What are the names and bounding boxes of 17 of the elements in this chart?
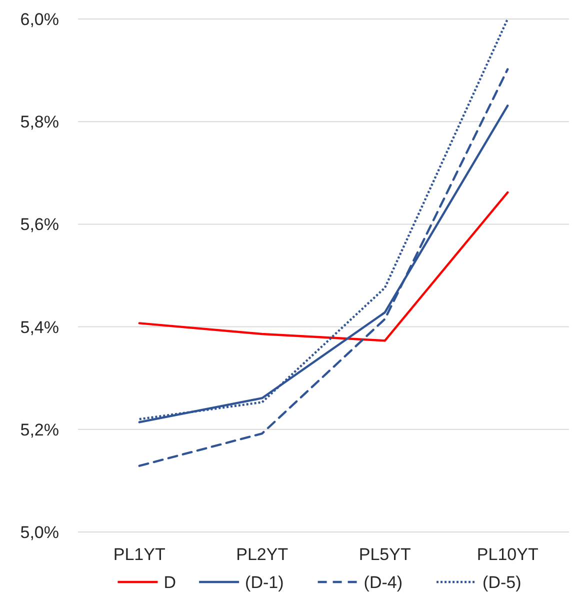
line-series <box>138 191 509 342</box>
legend-label: (D-4) <box>364 572 403 592</box>
line-series <box>138 18 509 420</box>
y-tick-label: 5,8% <box>20 112 59 132</box>
legend-label: D <box>164 572 176 592</box>
line-series <box>138 68 509 467</box>
x-tick-label: PL5YT <box>358 545 411 564</box>
x-tick-label: PL10YT <box>476 545 538 564</box>
legend-label: (D-5) <box>482 572 522 592</box>
y-tick-label: 5,2% <box>20 420 59 440</box>
y-tick-label: 5,4% <box>20 318 59 337</box>
y-tick-label: 5,0% <box>20 522 59 542</box>
x-tick-label: PL2YT <box>236 545 288 564</box>
x-tick-label: PL1YT <box>113 545 166 564</box>
legend-label: (D-1) <box>245 572 284 592</box>
y-tick-label: 6,0% <box>20 10 59 29</box>
y-tick-label: 5,6% <box>20 215 59 234</box>
